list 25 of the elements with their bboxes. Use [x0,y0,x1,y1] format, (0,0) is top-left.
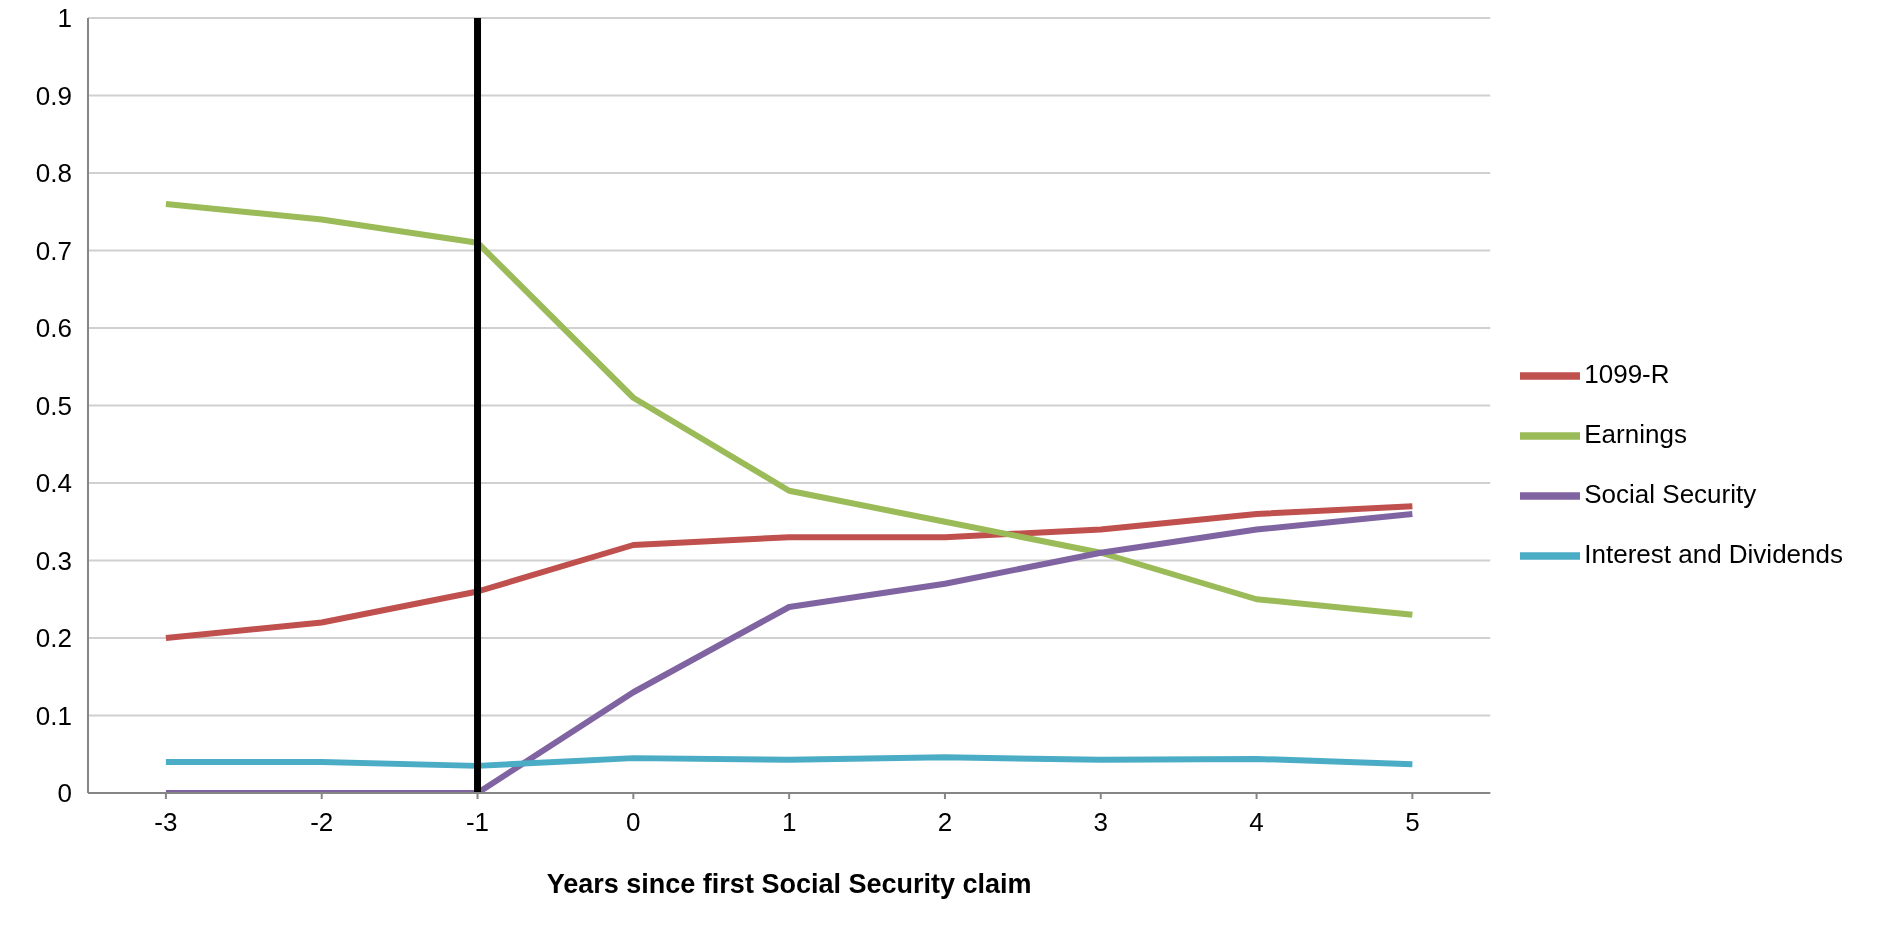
x-axis-title: Years since first Social Security claim [546,869,1032,899]
y-tick-label: 0 [57,778,72,809]
y-tick-label: 0.6 [35,313,72,344]
x-tick-label: -1 [465,807,490,838]
y-tick-label: 0.8 [35,158,72,189]
x-tick-label: -2 [310,807,334,838]
x-tick-label: 4 [1249,807,1264,838]
legend-label: Earnings [1584,418,1687,449]
x-tick-label: -3 [154,807,178,838]
x-tick-label: 2 [937,807,953,838]
x-tick-label: 1 [781,807,797,838]
legend-label: 1099-R [1584,358,1670,389]
y-tick-label: 0.3 [35,545,72,576]
y-tick-label: 0.7 [35,235,72,266]
y-tick-label: 1 [57,3,72,34]
y-tick-label: 0.4 [35,468,72,499]
y-tick-label: 0.5 [35,390,72,421]
y-tick-label: 0.2 [35,623,72,654]
x-tick-label: 5 [1405,807,1420,838]
x-tick-label: 0 [626,807,641,838]
x-tick-label: 3 [1093,807,1108,838]
legend-label: Social Security [1584,478,1757,509]
y-tick-label: 0.1 [35,700,72,731]
legend-label: Interest and Dividends [1584,538,1843,569]
y-tick-label: 0.9 [35,80,72,111]
